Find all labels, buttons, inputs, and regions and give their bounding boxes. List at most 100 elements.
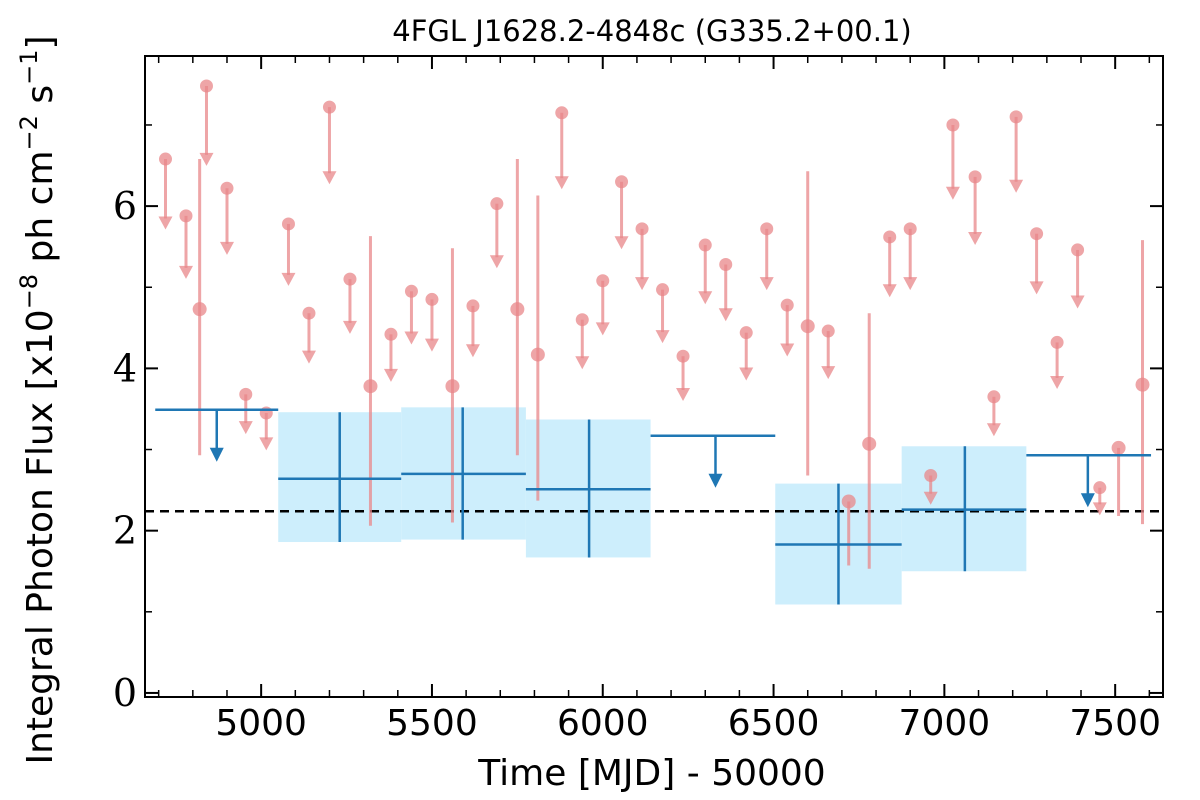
plot-frame xyxy=(144,55,1164,698)
monthly-upper-limit-point xyxy=(322,100,336,114)
monthly-upper-limit-arrow xyxy=(238,421,253,435)
monthly-upper-limit-arrow xyxy=(1092,502,1107,516)
monthly-upper-limit-point xyxy=(780,298,794,312)
x-tick-label: 6500 xyxy=(728,703,820,744)
monthly-upper-limit-arrow xyxy=(718,308,733,322)
monthly-upper-limit-point xyxy=(179,209,193,223)
monthly-upper-limit-point xyxy=(490,197,504,211)
monthly-upper-limit-arrow xyxy=(575,356,590,370)
monthly-point xyxy=(363,379,378,394)
monthly-upper-limit-point xyxy=(656,283,670,297)
monthly-upper-limit-arrow xyxy=(259,437,274,451)
monthly-upper-limit-point xyxy=(760,222,774,236)
monthly-upper-limit-point xyxy=(158,152,172,166)
monthly-upper-limit-point xyxy=(281,217,295,231)
monthly-upper-limit-arrow xyxy=(158,216,173,230)
monthly-upper-limit-point xyxy=(676,349,690,363)
monthly-upper-limit-point xyxy=(259,406,273,420)
monthly-point xyxy=(510,302,525,317)
binned-upper-limit-arrow xyxy=(708,473,723,488)
monthly-point xyxy=(800,319,815,334)
x-tick-label: 6000 xyxy=(557,703,649,744)
monthly-upper-limit-arrow xyxy=(404,331,419,345)
monthly-upper-limit-arrow xyxy=(219,241,234,255)
x-tick-label: 5500 xyxy=(386,703,478,744)
monthly-upper-limit-arrow xyxy=(739,367,754,381)
x-tick-labels: 5000 5500 6000 6500 7000 7500 xyxy=(215,703,1161,744)
monthly-upper-limit-point xyxy=(903,222,917,236)
monthly-upper-limit-point xyxy=(343,272,357,286)
monthly-upper-limit-point xyxy=(199,79,213,93)
monthly-upper-limit-arrow xyxy=(383,368,398,382)
monthly-upper-limit-point xyxy=(946,118,960,132)
y-tick-label: 2 xyxy=(113,509,137,553)
monthly-upper-limit-point xyxy=(635,222,649,236)
y-axis-label-mid2: s xyxy=(20,85,61,115)
monthly-upper-limit-point xyxy=(615,175,629,189)
monthly-upper-limit-arrow xyxy=(698,291,713,305)
monthly-upper-limit-arrow xyxy=(595,322,610,336)
monthly-upper-limit-point xyxy=(1050,335,1064,349)
y-axis-label-exp2: −2 xyxy=(15,115,43,150)
y-axis-label-main: Integral Photon Flux [x10 xyxy=(20,309,61,764)
monthly-upper-limit-point xyxy=(698,238,712,252)
x-tick-label: 7500 xyxy=(1069,703,1161,744)
y-axis-label-mid: ph cm xyxy=(20,150,61,273)
monthly-upper-limit-point xyxy=(596,274,610,288)
monthly-point xyxy=(1111,440,1126,455)
monthly-point xyxy=(862,436,877,451)
plot-area xyxy=(144,55,1164,698)
y-tick-labels: 0 2 4 6 xyxy=(113,184,137,715)
binned-upper-limit-arrow xyxy=(1080,493,1095,508)
monthly-upper-limit-arrow xyxy=(635,277,650,291)
monthly-upper-limit-point xyxy=(1093,481,1107,495)
monthly-upper-limit-arrow xyxy=(1050,375,1065,389)
monthly-upper-limit-arrow xyxy=(655,330,670,344)
monthly-upper-limit-point xyxy=(404,284,418,298)
monthly-upper-limit-point xyxy=(220,181,234,195)
monthly-upper-limit-point xyxy=(555,106,569,120)
monthly-upper-limit-point xyxy=(883,230,897,244)
monthly-point xyxy=(1135,377,1150,392)
monthly-upper-limit-arrow xyxy=(281,272,296,286)
monthly-point xyxy=(192,302,207,317)
monthly-upper-limit-point xyxy=(968,170,982,184)
monthly-upper-limit-point xyxy=(239,387,253,401)
y-tick-label: 6 xyxy=(113,184,137,228)
monthly-upper-limit-point xyxy=(384,327,398,341)
monthly-point xyxy=(841,494,856,509)
monthly-upper-limit-arrow xyxy=(465,344,480,358)
monthly-upper-limit-arrow xyxy=(780,343,795,357)
monthly-upper-limit-arrow xyxy=(676,387,691,401)
y-tick-label: 0 xyxy=(113,671,137,715)
monthly-upper-limit-point xyxy=(1071,243,1085,257)
monthly-upper-limit-arrow xyxy=(199,152,214,166)
monthly-upper-limit-point xyxy=(425,292,439,306)
monthly-upper-limit-arrow xyxy=(1009,179,1024,193)
monthly-upper-limit-point xyxy=(1009,110,1023,124)
monthly-upper-limit-arrow xyxy=(882,284,897,298)
monthly-upper-limit-arrow xyxy=(1070,295,1085,309)
monthly-upper-limit-arrow xyxy=(903,277,918,291)
monthly-upper-limit-arrow xyxy=(342,320,357,334)
y-tick-label: 4 xyxy=(113,346,137,390)
x-axis-label: Time [MJD] - 50000 xyxy=(477,753,825,794)
monthly-upper-limit-arrow xyxy=(554,176,569,190)
monthly-upper-limit-point xyxy=(924,468,938,482)
monthly-upper-limit-arrow xyxy=(945,186,960,200)
monthly-upper-limit-arrow xyxy=(1029,281,1044,295)
monthly-point xyxy=(445,379,460,394)
y-axis-label-exp3: −1 xyxy=(15,50,43,85)
binned-upper-limit-arrow xyxy=(209,447,224,462)
monthly-upper-limit-point xyxy=(987,390,1001,404)
y-axis-label-end: ] xyxy=(20,35,61,49)
monthly-upper-limit-arrow xyxy=(424,338,439,352)
monthly-point xyxy=(530,347,545,362)
monthly-upper-limit-arrow xyxy=(301,350,316,364)
x-tick-label: 7000 xyxy=(899,703,991,744)
monthly-upper-limit-arrow xyxy=(614,236,629,250)
y-axis-label-exp1: −8 xyxy=(15,274,43,309)
monthly-upper-limit-arrow xyxy=(821,366,836,380)
y-axis-label: Integral Photon Flux [x10−8 ph cm−2 s−1] xyxy=(15,35,61,764)
